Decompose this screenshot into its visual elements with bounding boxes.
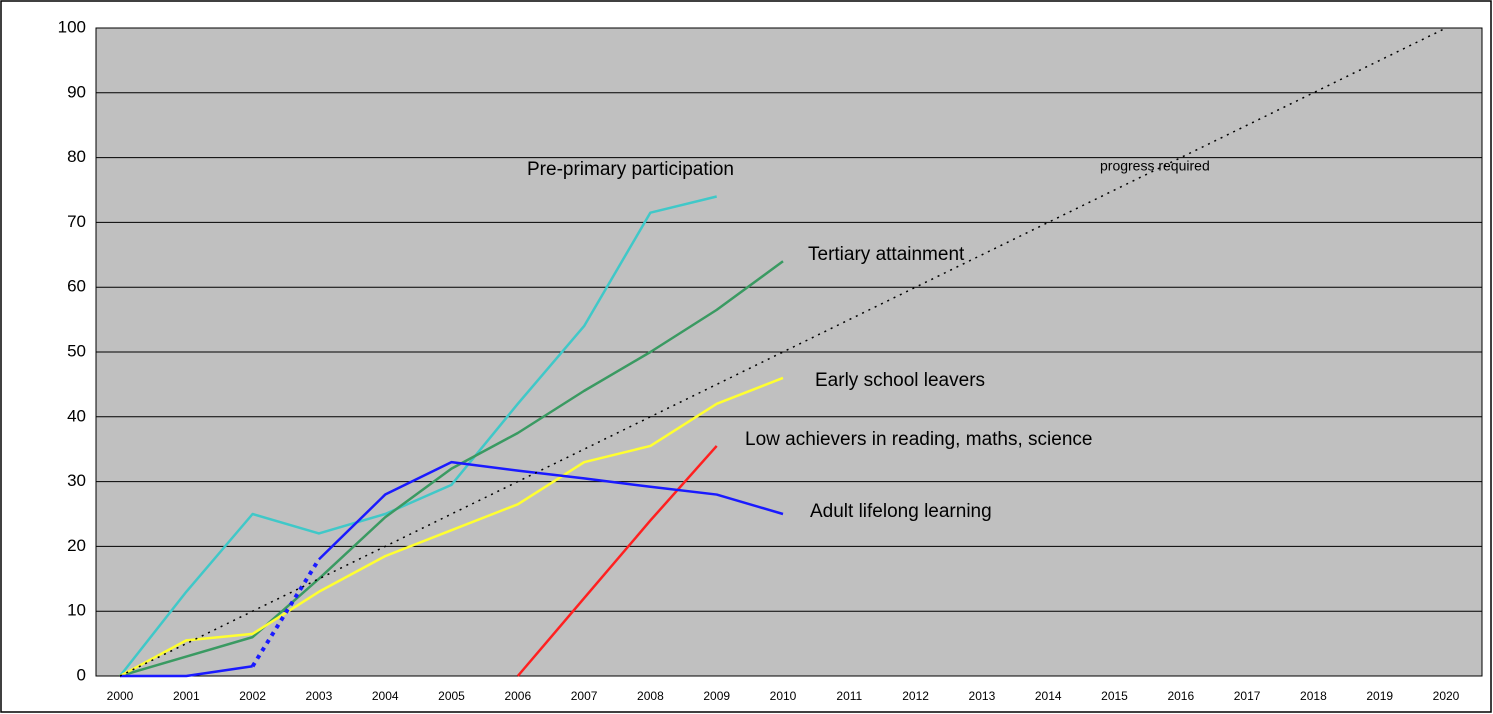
y-tick-label: 40 <box>67 406 86 425</box>
x-tick-label: 2006 <box>504 689 531 703</box>
series-line <box>250 558 321 668</box>
y-tick-label: 10 <box>67 601 86 620</box>
series-label: Adult lifelong learning <box>810 501 992 522</box>
y-tick-label: 100 <box>58 17 86 36</box>
x-tick-label: 2016 <box>1167 689 1194 703</box>
series-line <box>119 376 784 678</box>
x-tick-label: 2000 <box>107 689 134 703</box>
x-tick-label: 2011 <box>836 689 862 703</box>
series-label: Pre-primary participation <box>527 159 734 180</box>
series-line <box>318 460 784 561</box>
series-label: Low achievers in reading, maths, science <box>745 429 1092 450</box>
x-tick-label: 2020 <box>1433 689 1460 703</box>
series-label: Early school leavers <box>815 370 985 391</box>
x-tick-label: 2014 <box>1035 689 1062 703</box>
x-tick-label: 2007 <box>571 689 598 703</box>
x-tick-label: 2003 <box>306 689 333 703</box>
x-tick-label: 2005 <box>438 689 465 703</box>
series-label: progress required <box>1100 158 1210 174</box>
y-tick-label: 80 <box>67 147 86 166</box>
x-tick-label: 2017 <box>1234 689 1261 703</box>
y-tick-label: 70 <box>67 212 86 231</box>
y-tick-label: 60 <box>67 277 86 296</box>
series-line <box>119 27 1447 677</box>
y-tick-label: 20 <box>67 536 86 555</box>
y-tick-label: 0 <box>77 665 86 684</box>
x-tick-label: 2015 <box>1101 689 1128 703</box>
x-tick-label: 2018 <box>1300 689 1327 703</box>
x-tick-label: 2004 <box>372 689 399 703</box>
x-tick-label: 2013 <box>969 689 996 703</box>
x-tick-label: 2001 <box>173 689 200 703</box>
x-tick-label: 2012 <box>902 689 929 703</box>
x-tick-label: 2008 <box>637 689 664 703</box>
series-line <box>120 665 253 678</box>
x-tick-label: 2010 <box>770 689 797 703</box>
y-tick-label: 90 <box>67 82 86 101</box>
series-label: Tertiary attainment <box>808 244 965 265</box>
y-tick-label: 50 <box>67 341 86 360</box>
y-tick-label: 30 <box>67 471 86 490</box>
series-line <box>119 260 784 678</box>
x-tick-label: 2002 <box>239 689 266 703</box>
x-tick-label: 2009 <box>703 689 730 703</box>
x-tick-label: 2019 <box>1366 689 1393 703</box>
series-line <box>119 195 717 677</box>
series-line <box>516 445 718 677</box>
